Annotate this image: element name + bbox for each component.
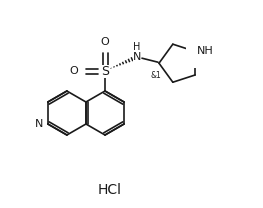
- Text: N: N: [133, 52, 141, 62]
- Text: HCl: HCl: [98, 183, 122, 197]
- Text: S: S: [101, 65, 109, 78]
- Text: NH: NH: [197, 46, 214, 56]
- Text: H: H: [133, 42, 141, 52]
- Text: N: N: [34, 119, 43, 129]
- Text: O: O: [101, 37, 109, 47]
- Text: &1: &1: [151, 71, 161, 80]
- Text: O: O: [69, 66, 78, 76]
